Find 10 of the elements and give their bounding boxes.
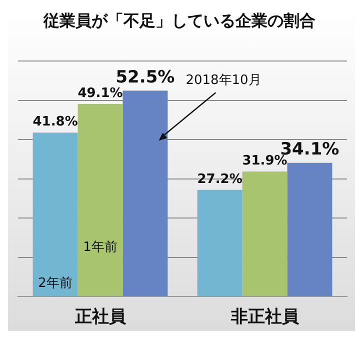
data-label: 27.2%: [197, 172, 242, 187]
chart-title: 従業員が「不足」している企業の割合: [42, 10, 316, 30]
data-label: 49.1%: [78, 86, 123, 101]
data-label: 52.5%: [116, 68, 175, 88]
series-label: 2年前: [38, 276, 72, 291]
x-tick-label: 正社員: [74, 307, 127, 328]
data-label: 41.8%: [32, 114, 78, 130]
series-label: 1年前: [83, 240, 118, 255]
x-tick-label: 非正社員: [230, 307, 300, 328]
series-label: 2018年10月: [186, 73, 262, 88]
